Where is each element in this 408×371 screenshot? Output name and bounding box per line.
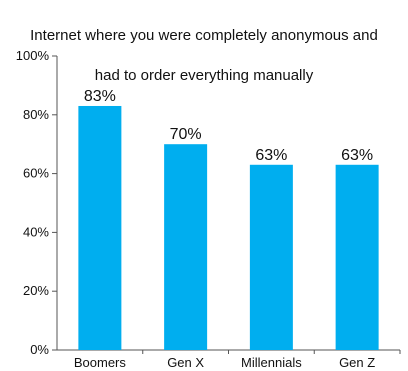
y-tick-label-40: 40%	[23, 224, 49, 239]
bar-gen-x	[164, 144, 208, 350]
chart-title-line-1: Internet where you were completely anony…	[30, 27, 378, 44]
y-tick-label-100: 100%	[16, 48, 50, 63]
y-tick-label-0: 0%	[30, 342, 49, 357]
y-tick-label-60: 60%	[23, 166, 49, 181]
y-tick-label-80: 80%	[23, 107, 49, 122]
data-label-millennials: 63%	[255, 147, 287, 164]
bar-gen-z	[335, 164, 379, 350]
data-label-boomers: 83%	[84, 88, 116, 105]
data-label-gen-z: 63%	[341, 147, 373, 164]
category-label-gen-x: Gen X	[167, 355, 204, 370]
data-label-gen-x: 70%	[170, 126, 202, 143]
category-label-millennials: Millennials	[241, 355, 302, 370]
category-label-gen-z: Gen Z	[339, 355, 375, 370]
chart-title-line-2: had to order everything manually	[94, 67, 314, 84]
bar-boomers	[78, 105, 122, 350]
bar-millennials	[249, 164, 293, 350]
chart-title: Internet where you were completely anony…	[0, 6, 408, 106]
category-label-boomers: Boomers	[74, 355, 127, 370]
y-tick-label-20: 20%	[23, 283, 49, 298]
